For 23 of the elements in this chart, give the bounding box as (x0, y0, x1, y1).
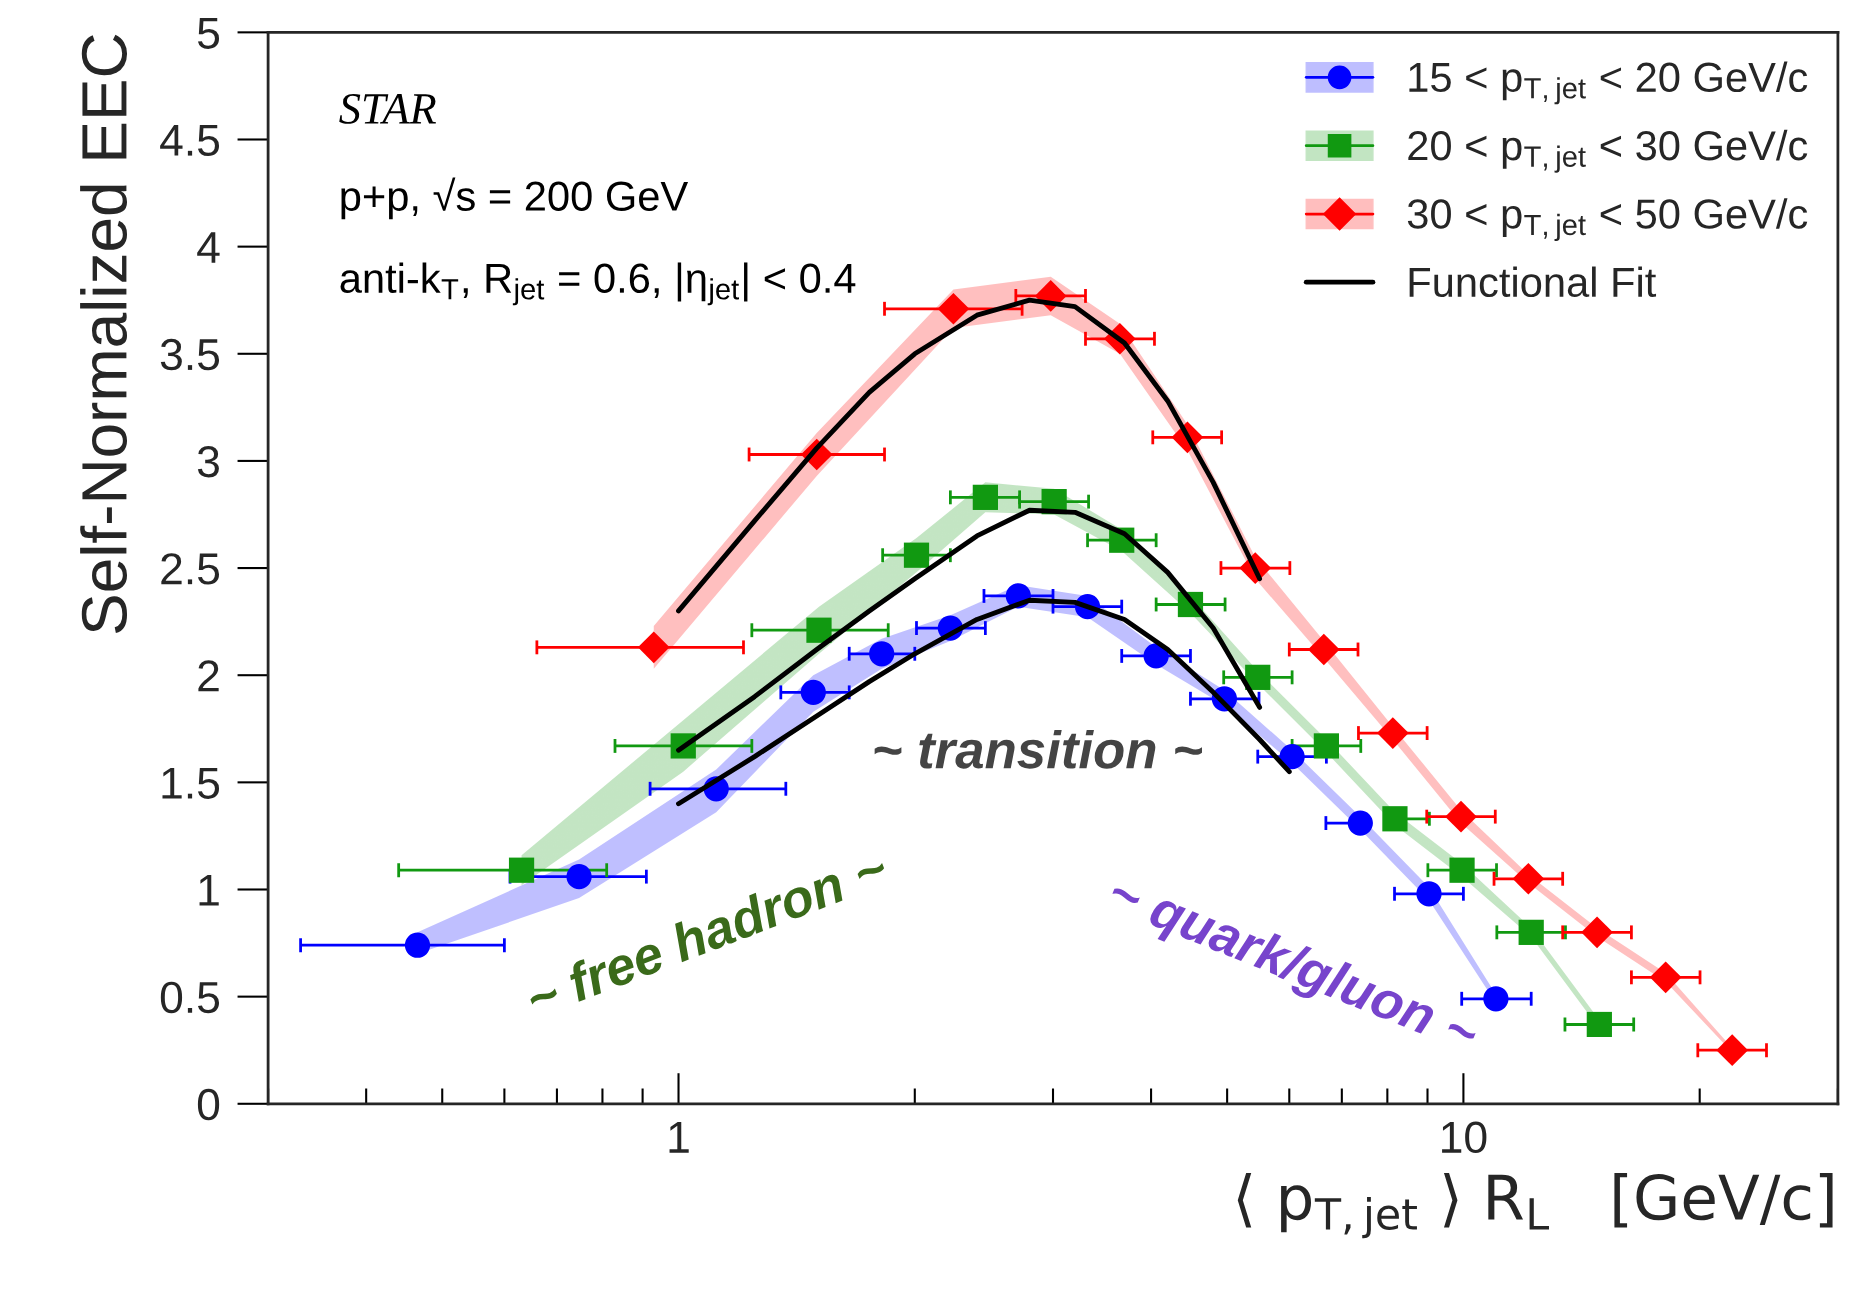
annotation: ~ free hadron ~ (523, 846, 890, 1019)
legend-label: Functional Fit (1409, 266, 1657, 298)
legend-label: 15 < p$_{T,jet}$ < 20 GeV/c (1409, 61, 1808, 105)
x-tick-label: 10 (1442, 1121, 1487, 1154)
y-tick-label: 2.5 (161, 553, 220, 585)
y-tick-label: 4.5 (160, 125, 220, 157)
y-tick-label: 0.5 (160, 981, 220, 1014)
y-tick-label: 2 (198, 660, 219, 692)
annotation: p+p, √s = 200 GeV (341, 177, 689, 220)
legend-label: 30 < p$_{T,jet}$ < 50 GeV/c (1407, 198, 1808, 242)
y-tick-label: 5 (197, 17, 220, 49)
annotation: anti-k$_{T}$, R$_{jet}$ = 0.6, |η$_{jet}$| < 0.4 (340, 262, 856, 306)
y-tick-label: 1.5 (162, 767, 220, 799)
text: ⟨ p$_{T,jet}$ ⟩ R$_{L}$ [GeV/c] (1237, 1172, 1833, 1239)
legend-label: 20 < p$_{T,jet}$ < 30 GeV/c (1408, 129, 1808, 173)
annotation: ~ transition ~ (874, 729, 1202, 769)
annotation: STAR (339, 93, 436, 124)
y-tick-label: 4 (197, 232, 220, 263)
y-tick-label: 0 (197, 1088, 220, 1121)
y-tick-label: 3 (197, 445, 219, 478)
y-tick-label: 1 (199, 875, 219, 906)
y-axis-title: Self-Normalized EEC (80, 34, 128, 634)
y-tick-label: 3.5 (160, 338, 220, 371)
